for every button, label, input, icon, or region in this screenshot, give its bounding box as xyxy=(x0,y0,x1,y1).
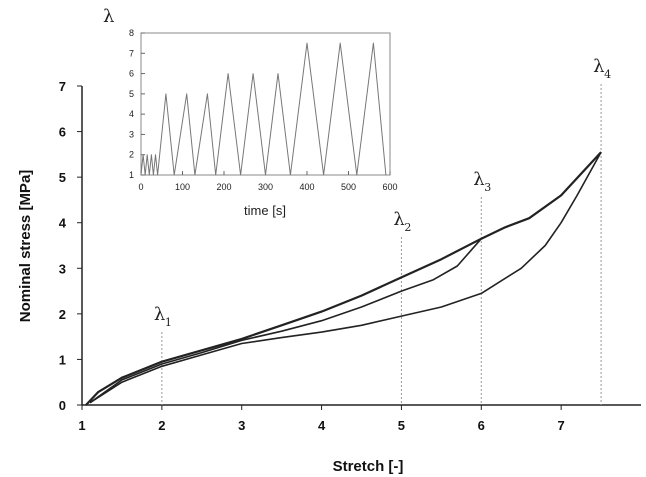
main-y-axis-title: Nominal stress [MPa] xyxy=(17,170,34,323)
inset-x-tick-label: 100 xyxy=(175,182,190,192)
lambda-subscript: 2 xyxy=(404,221,411,234)
lambda-subscript: 3 xyxy=(484,181,491,194)
inset-y-tick-label: 1 xyxy=(129,170,134,180)
lambda-label: λ xyxy=(154,304,165,325)
inset-x-tick-label: 0 xyxy=(138,182,143,192)
main-plot-frame xyxy=(81,86,641,406)
inset-y-axis-title: λ xyxy=(103,6,114,27)
main-y-tick-label: 5 xyxy=(59,170,66,185)
main-y-tick-label: 7 xyxy=(59,79,66,94)
main-x-tick-label: 5 xyxy=(398,418,405,433)
inset-y-tick-label: 4 xyxy=(129,109,134,119)
main-y-tick-label: 4 xyxy=(59,216,67,231)
inset-y-tick-label: 7 xyxy=(129,48,134,58)
main-y-tick-label: 6 xyxy=(59,125,66,140)
lambda-subscript: 1 xyxy=(165,316,172,329)
inset-x-tick-label: 200 xyxy=(216,182,231,192)
lambda-label: λ xyxy=(473,169,484,190)
lambda-guide-lines xyxy=(161,84,602,405)
main-x-tick-label: 6 xyxy=(478,418,485,433)
inset-series xyxy=(140,42,387,176)
inset-y-tick-label: 8 xyxy=(129,28,134,38)
inset-y-tick-label: 2 xyxy=(129,150,134,160)
inset-background xyxy=(140,32,391,176)
inset-x-tick-label: 400 xyxy=(299,182,314,192)
main-y-tick-label: 3 xyxy=(59,261,66,276)
main-y-tick-label: 2 xyxy=(59,307,66,322)
main-series-line xyxy=(85,151,602,406)
main-x-ticks: 1 2 3 4 5 6 7 xyxy=(78,405,565,433)
lambda-annotations: λ 1λ 2λ 3λ 4 xyxy=(154,56,611,329)
main-x-tick-label: 7 xyxy=(558,418,565,433)
main-series-line xyxy=(89,238,482,404)
inset-x-tick-label: 600 xyxy=(382,182,397,192)
main-x-tick-label: 4 xyxy=(318,418,326,433)
main-x-tick-label: 3 xyxy=(238,418,245,433)
main-x-tick-label: 2 xyxy=(158,418,165,433)
main-y-ticks: 0 1 2 3 4 5 6 7 xyxy=(59,79,82,413)
inset-y-ticks: 1 2 3 4 5 6 7 8 xyxy=(129,28,145,180)
main-series xyxy=(85,151,602,406)
inset-x-tick-label: 500 xyxy=(341,182,356,192)
inset-x-tick-label: 300 xyxy=(258,182,273,192)
inset-y-tick-label: 3 xyxy=(129,129,134,139)
inset-y-tick-label: 5 xyxy=(129,89,134,99)
inset-y-tick-label: 6 xyxy=(129,69,134,79)
main-y-tick-label: 1 xyxy=(59,352,66,367)
inset-chart: 0 100 200 300 400 500 600 1 2 3 4 5 6 7 8 time [s] λ xyxy=(103,6,398,218)
main-y-tick-label: 0 xyxy=(59,398,66,413)
lambda-label: λ xyxy=(393,209,404,230)
main-x-tick-label: 1 xyxy=(78,418,85,433)
lambda-subscript: 4 xyxy=(604,68,611,81)
lambda-label: λ xyxy=(593,56,604,77)
main-x-axis-title: Stretch [-] xyxy=(333,458,404,475)
inset-series-line xyxy=(140,42,387,176)
main-series-line xyxy=(89,151,602,404)
inset-x-axis-title: time [s] xyxy=(244,203,286,218)
